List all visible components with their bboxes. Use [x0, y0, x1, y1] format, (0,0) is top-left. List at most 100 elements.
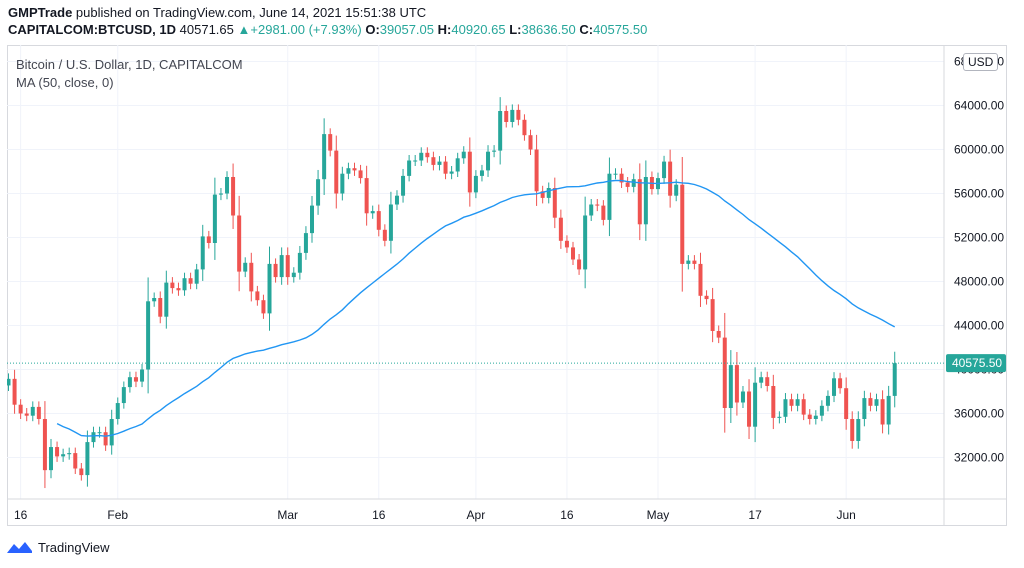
- candle-body: [613, 173, 618, 175]
- candle-body: [668, 161, 673, 196]
- candle-body: [631, 179, 636, 187]
- candle-body: [61, 454, 66, 457]
- candle-body: [115, 403, 120, 419]
- candle-body: [546, 188, 551, 198]
- candle-body: [340, 173, 345, 194]
- candle-body: [704, 295, 709, 300]
- candle-body: [449, 171, 454, 174]
- candle-body: [267, 263, 272, 314]
- candlestick-chart[interactable]: 32000.0036000.0040000.0044000.0048000.00…: [7, 45, 1007, 526]
- candle-body: [310, 205, 314, 234]
- candle-body: [364, 178, 369, 214]
- candle-body: [577, 259, 582, 270]
- candle-body: [880, 399, 885, 425]
- candle-body: [819, 405, 824, 416]
- chart-header: GMPTrade published on TradingView.com, J…: [8, 4, 1008, 38]
- candle-body: [164, 282, 169, 317]
- candle-body: [431, 157, 436, 165]
- candle-body: [595, 204, 600, 206]
- candle-body: [637, 179, 642, 225]
- close-value: 40575.50: [593, 22, 648, 37]
- open-label: O:: [365, 22, 380, 37]
- candle-body: [42, 419, 47, 471]
- y-tick-label: 36000.00: [954, 407, 1004, 421]
- candle-body: [892, 363, 897, 396]
- tradingview-brand: TradingView: [38, 539, 110, 555]
- candle-body: [24, 413, 29, 416]
- candle-body: [868, 398, 873, 406]
- last-price-tag: [946, 354, 1006, 373]
- candle-body: [558, 217, 563, 241]
- candle-body: [176, 288, 181, 291]
- candle-body: [413, 160, 418, 162]
- open-value: 39057.05: [379, 22, 435, 37]
- candle-body: [844, 388, 849, 419]
- candles: [7, 97, 897, 489]
- candle-body: [710, 299, 715, 331]
- candle-body: [479, 170, 484, 176]
- candle-body: [133, 377, 138, 382]
- candle-body: [832, 378, 837, 396]
- price-change: +2981.00 (+7.93%): [250, 22, 362, 37]
- candle-body: [73, 453, 78, 469]
- candle-body: [455, 158, 460, 172]
- tradingview-footer[interactable]: TradingView: [6, 539, 110, 555]
- candle-body: [777, 416, 782, 418]
- x-tick-label: 16: [560, 508, 574, 522]
- candle-body: [850, 419, 855, 441]
- candle-body: [316, 179, 321, 206]
- x-tick-label: Feb: [107, 508, 128, 522]
- candle-body: [552, 188, 557, 218]
- candle-body: [261, 300, 266, 314]
- candle-body: [12, 378, 17, 405]
- high-label: H:: [437, 22, 452, 37]
- candle-body: [97, 432, 102, 434]
- candle-body: [206, 236, 211, 243]
- candle-body: [55, 447, 60, 457]
- close-label: C:: [579, 22, 594, 37]
- candle-body: [303, 233, 308, 253]
- candle-body: [334, 150, 339, 194]
- indicator-label[interactable]: MA (50, close, 0): [16, 75, 114, 90]
- x-tick-label: May: [647, 508, 670, 522]
- candle-body: [486, 151, 491, 171]
- candle-body: [801, 399, 806, 415]
- candle-body: [18, 404, 23, 414]
- symbol-label: CAPITALCOM:BTCUSD, 1D: [8, 22, 177, 37]
- candle-body: [394, 195, 399, 205]
- candle-body: [146, 301, 151, 370]
- candle-body: [886, 395, 891, 425]
- candle-body: [188, 278, 193, 284]
- candle-body: [607, 173, 612, 220]
- publisher-name[interactable]: GMPTrade: [8, 5, 73, 20]
- quote-line: CAPITALCOM:BTCUSD, 1D 40571.65 ▲+2981.00…: [8, 21, 1008, 38]
- candle-body: [825, 395, 830, 406]
- candle-body: [322, 134, 327, 180]
- y-tick-label: 44000.00: [954, 319, 1004, 333]
- candle-body: [7, 378, 11, 386]
- candle-body: [121, 387, 126, 404]
- candle-body: [237, 215, 242, 272]
- candle-body: [467, 151, 472, 193]
- candle-body: [273, 263, 278, 278]
- candle-body: [643, 177, 648, 225]
- candle-body: [619, 173, 624, 183]
- chart-frame: [7, 45, 1007, 526]
- x-tick-label: Apr: [467, 508, 486, 522]
- moving-average: [56, 179, 896, 437]
- candle-body: [583, 215, 588, 270]
- candle-body: [692, 260, 697, 264]
- candle-body: [194, 269, 199, 284]
- candle-body: [838, 378, 843, 389]
- publish-line: GMPTrade published on TradingView.com, J…: [8, 4, 1008, 21]
- candle-body: [279, 255, 284, 278]
- currency-button[interactable]: USD: [963, 53, 999, 71]
- candle-body: [765, 377, 770, 386]
- publish-info: published on TradingView.com, June 14, 2…: [75, 5, 427, 20]
- candle-body: [534, 149, 539, 192]
- candle-body: [862, 398, 867, 419]
- candle-body: [498, 111, 503, 151]
- last-price: 40571.65: [179, 22, 234, 37]
- candle-body: [212, 194, 217, 243]
- candle-body: [103, 432, 108, 446]
